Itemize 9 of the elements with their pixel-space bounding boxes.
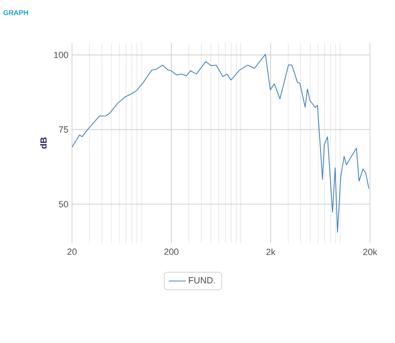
x-tick-label: 20: [67, 248, 77, 255]
legend-label: FUND.: [188, 277, 215, 284]
y-axis-title: dB: [40, 137, 47, 149]
y-tick-label: 50: [58, 201, 68, 208]
x-tick-label: 200: [164, 248, 178, 255]
y-tick-label: 75: [58, 126, 68, 133]
y-tick-label: 100: [54, 52, 68, 58]
x-tick-label: 20k: [363, 248, 378, 256]
x-tick-label: 2k: [266, 248, 276, 256]
